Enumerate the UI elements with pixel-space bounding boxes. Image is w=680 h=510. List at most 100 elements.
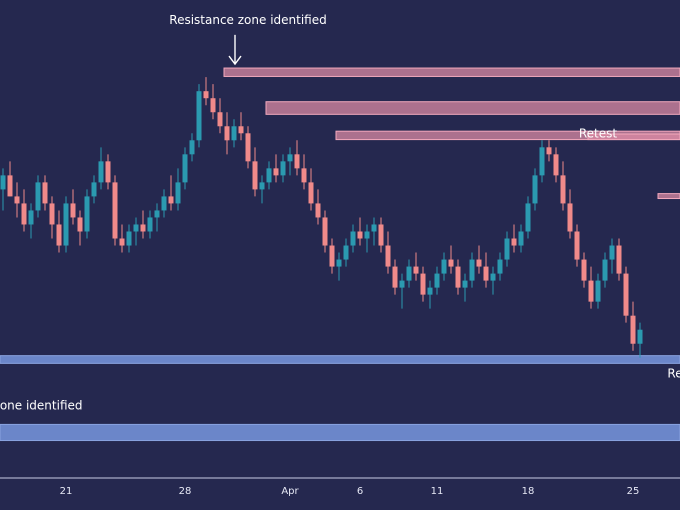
x-tick-label-6: 25 bbox=[627, 486, 640, 497]
candle-82 bbox=[574, 224, 580, 267]
candle-body-14 bbox=[98, 161, 104, 183]
candle-body-66 bbox=[462, 280, 468, 288]
candle-54 bbox=[378, 217, 384, 253]
candle-23 bbox=[161, 189, 167, 218]
candle-body-72 bbox=[504, 238, 510, 260]
candle-67 bbox=[469, 252, 475, 288]
candle-body-47 bbox=[329, 245, 335, 267]
candle-body-69 bbox=[483, 266, 489, 281]
candle-11 bbox=[77, 210, 83, 246]
candle-10 bbox=[70, 189, 76, 225]
x-tick-label-0: 21 bbox=[60, 486, 73, 497]
candle-8 bbox=[56, 210, 62, 253]
candle-body-8 bbox=[56, 224, 62, 246]
candle-48 bbox=[336, 252, 342, 281]
candle-31 bbox=[217, 98, 223, 134]
candle-37 bbox=[259, 175, 265, 204]
candle-body-50 bbox=[350, 231, 356, 246]
candle-18 bbox=[126, 224, 132, 253]
candle-73 bbox=[511, 224, 517, 253]
candle-body-78 bbox=[546, 147, 552, 155]
candle-72 bbox=[504, 231, 510, 267]
candle-body-15 bbox=[105, 161, 111, 183]
candle-75 bbox=[525, 196, 531, 239]
candle-body-43 bbox=[301, 168, 307, 183]
candle-63 bbox=[441, 252, 447, 281]
candle-body-46 bbox=[322, 217, 328, 246]
candle-body-79 bbox=[553, 154, 559, 176]
annotations-layer: Resistance zone identified Retest zone ide… bbox=[0, 13, 680, 413]
candle-body-29 bbox=[203, 91, 209, 99]
candle-body-63 bbox=[441, 259, 447, 274]
candle-body-4 bbox=[28, 210, 34, 225]
candle-14 bbox=[98, 147, 104, 190]
candle-body-45 bbox=[315, 203, 321, 218]
candle-body-86 bbox=[602, 259, 608, 281]
candle-79 bbox=[553, 147, 559, 183]
candle-body-21 bbox=[147, 217, 153, 232]
candle-body-31 bbox=[217, 112, 223, 127]
x-tick-label-4: 11 bbox=[431, 486, 444, 497]
candle-body-89 bbox=[623, 273, 629, 316]
candle-49 bbox=[343, 238, 349, 267]
candle-52 bbox=[364, 224, 370, 253]
candle-5 bbox=[35, 175, 41, 218]
candle-body-59 bbox=[413, 266, 419, 274]
support-zone-0 bbox=[0, 355, 680, 364]
candle-body-75 bbox=[525, 203, 531, 232]
candle-35 bbox=[245, 126, 251, 169]
axis-layer: 21 28 Apr 6 11 18 25 bbox=[0, 477, 680, 497]
candle-9 bbox=[63, 196, 69, 253]
candle-body-82 bbox=[574, 231, 580, 260]
support-label: zone identified bbox=[0, 399, 82, 413]
candle-0 bbox=[0, 168, 6, 211]
candle-15 bbox=[105, 154, 111, 190]
resistance-zone-4 bbox=[657, 193, 680, 200]
candle-body-22 bbox=[154, 210, 160, 218]
candle-body-24 bbox=[168, 196, 174, 204]
retest-label: Retest bbox=[579, 126, 618, 140]
candle-body-60 bbox=[420, 273, 426, 295]
candle-body-10 bbox=[70, 203, 76, 218]
candle-7 bbox=[49, 196, 55, 239]
candle-body-28 bbox=[196, 91, 202, 141]
candle-20 bbox=[140, 210, 146, 239]
candle-51 bbox=[357, 217, 363, 246]
candle-body-26 bbox=[182, 154, 188, 183]
support-zone-1 bbox=[0, 423, 680, 442]
candle-body-6 bbox=[42, 182, 48, 204]
candle-body-44 bbox=[308, 182, 314, 204]
candle-body-74 bbox=[518, 231, 524, 246]
candle-body-80 bbox=[560, 175, 566, 204]
candle-26 bbox=[182, 147, 188, 190]
candle-78 bbox=[546, 140, 552, 162]
candle-body-33 bbox=[231, 126, 237, 141]
candle-42 bbox=[294, 140, 300, 176]
candle-body-9 bbox=[63, 203, 69, 246]
candle-body-3 bbox=[21, 203, 27, 225]
candle-58 bbox=[406, 259, 412, 288]
candle-3 bbox=[21, 189, 27, 232]
candle-body-17 bbox=[119, 238, 125, 246]
x-tick-label-3: 6 bbox=[357, 486, 363, 497]
candle-body-23 bbox=[161, 196, 167, 211]
candle-38 bbox=[266, 161, 272, 190]
candle-33 bbox=[231, 119, 237, 148]
arrow-head bbox=[228, 55, 242, 66]
candle-66 bbox=[462, 273, 468, 302]
candle-64 bbox=[448, 245, 454, 274]
candle-86 bbox=[602, 252, 608, 288]
candle-70 bbox=[490, 266, 496, 295]
candle-30 bbox=[210, 84, 216, 120]
candle-body-32 bbox=[224, 126, 230, 141]
candle-body-91 bbox=[637, 329, 643, 344]
candle-body-5 bbox=[35, 182, 41, 211]
candle-body-54 bbox=[378, 224, 384, 246]
candle-1 bbox=[7, 161, 13, 197]
candle-body-1 bbox=[7, 175, 13, 197]
candle-body-36 bbox=[252, 161, 258, 190]
resistance-zone-1 bbox=[265, 101, 680, 115]
candle-body-70 bbox=[490, 273, 496, 281]
